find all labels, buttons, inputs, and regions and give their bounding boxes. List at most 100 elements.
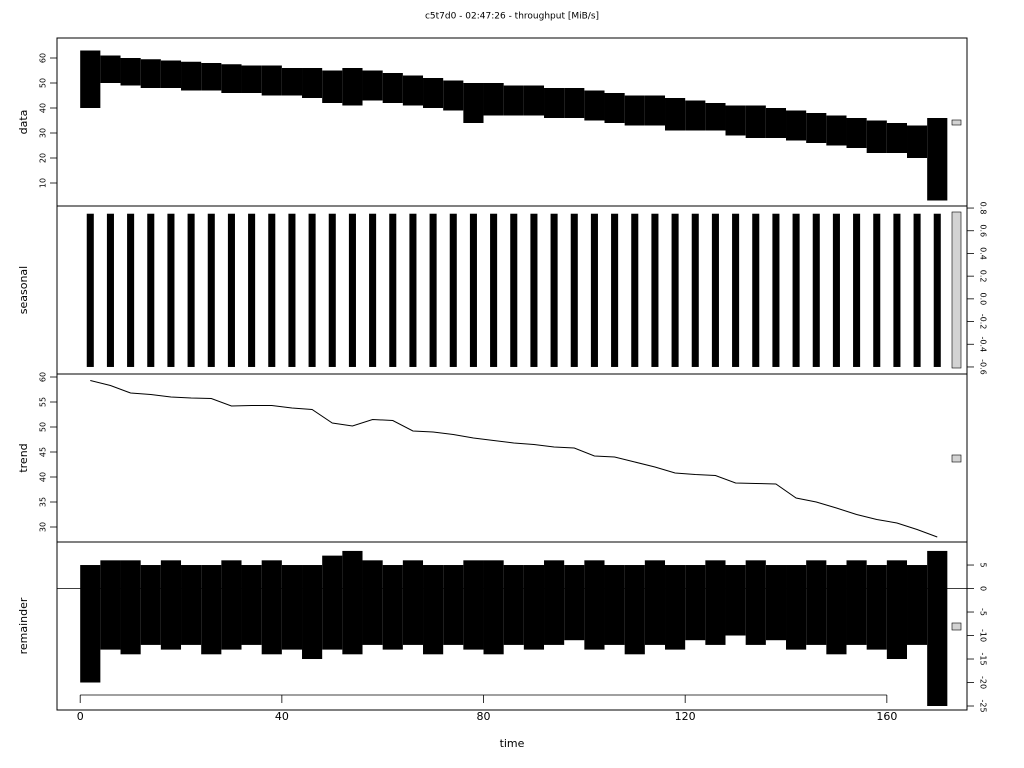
range-bar: [651, 213, 659, 367]
range-bar: [631, 213, 639, 367]
range-bar: [812, 213, 820, 367]
range-bar: [806, 560, 827, 645]
y-tick-label: 10: [39, 178, 48, 188]
y-tick-label: -15: [979, 652, 988, 665]
range-bar: [691, 213, 699, 367]
range-bar: [765, 565, 787, 641]
range-bar: [503, 85, 524, 116]
range-bar: [564, 565, 585, 641]
range-bar: [322, 555, 343, 650]
range-bar: [584, 90, 605, 121]
range-bar: [106, 213, 114, 367]
range-bar: [348, 213, 356, 367]
range-bar: [886, 560, 908, 660]
range-bar: [752, 213, 760, 367]
range-bar: [241, 565, 262, 645]
range-bar: [261, 560, 282, 655]
scale-bar: [951, 211, 962, 369]
y-axis-label: data: [17, 110, 30, 135]
panel-frame: [56, 541, 968, 711]
range-bar: [362, 560, 383, 645]
range-bar: [322, 70, 343, 103]
range-bar: [792, 213, 800, 367]
range-bar: [544, 560, 565, 645]
range-bar: [80, 50, 101, 108]
y-tick-label: 0.0: [979, 292, 988, 305]
y-tick-label: -5: [979, 608, 988, 616]
y-tick-label: 0.4: [979, 247, 988, 260]
range-bar: [550, 213, 558, 367]
y-tick-label: 40: [39, 472, 48, 482]
range-bar: [342, 550, 363, 655]
range-bar: [886, 123, 908, 153]
range-bar: [765, 108, 787, 138]
range-bar: [449, 213, 457, 367]
y-tick-label: 0.6: [979, 224, 988, 237]
range-bar: [423, 565, 444, 655]
range-bar: [120, 560, 141, 655]
panel-frame: [56, 373, 968, 543]
scale-bar: [951, 119, 962, 126]
y-tick-label: 5: [979, 562, 988, 567]
y-tick-label: 45: [39, 447, 48, 457]
range-bar: [382, 565, 403, 650]
range-bar: [685, 100, 706, 131]
range-bar: [100, 55, 121, 83]
y-axis-label: remainder: [17, 597, 30, 654]
range-bar: [786, 565, 807, 650]
range-bar: [248, 213, 256, 367]
range-bar: [523, 85, 545, 116]
range-bar: [624, 565, 645, 655]
range-bar: [832, 213, 840, 367]
range-bar: [611, 213, 619, 367]
y-tick-label: 0.8: [979, 202, 988, 215]
range-bar: [181, 565, 202, 645]
y-axis-label: trend: [17, 443, 30, 472]
range-bar: [671, 213, 679, 367]
y-tick-label: 40: [39, 103, 48, 113]
range-bar: [705, 560, 726, 645]
y-tick-label: 20: [39, 153, 48, 163]
range-bar: [207, 213, 215, 367]
y-tick-label: -10: [979, 629, 988, 642]
range-bar: [147, 213, 155, 367]
x-tick-label: 40: [275, 710, 289, 723]
range-bar: [167, 213, 175, 367]
range-bar: [846, 118, 867, 148]
range-bar: [328, 213, 336, 367]
range-bar: [409, 213, 417, 367]
range-bar: [302, 68, 323, 98]
range-bar: [281, 565, 303, 650]
scale-bar: [951, 454, 962, 463]
y-tick-label: -0.2: [979, 314, 988, 330]
range-bar: [913, 213, 921, 367]
range-bar: [893, 213, 901, 367]
y-tick-label: 35: [39, 497, 48, 507]
range-bar: [469, 213, 477, 367]
range-bar: [443, 80, 464, 111]
range-bar: [227, 213, 235, 367]
range-bar: [302, 565, 323, 660]
y-tick-label: -25: [979, 699, 988, 712]
range-bar: [510, 213, 518, 367]
y-axis-label: seasonal: [17, 266, 30, 314]
y-tick-label: 50: [39, 78, 48, 88]
range-bar: [288, 213, 296, 367]
range-bar: [100, 560, 121, 650]
range-bar: [826, 565, 847, 655]
range-bar: [120, 58, 141, 86]
y-tick-label: 0: [979, 586, 988, 591]
x-tick-label: 80: [477, 710, 491, 723]
range-bar: [523, 565, 545, 650]
range-bar: [362, 70, 383, 101]
range-bar: [490, 213, 498, 367]
range-bar: [806, 113, 827, 143]
range-bar: [429, 213, 437, 367]
range-bar: [711, 213, 719, 367]
range-bar: [530, 213, 538, 367]
range-bar: [80, 565, 101, 683]
range-bar: [644, 560, 666, 645]
y-tick-label: 30: [39, 128, 48, 138]
range-bar: [389, 213, 397, 367]
